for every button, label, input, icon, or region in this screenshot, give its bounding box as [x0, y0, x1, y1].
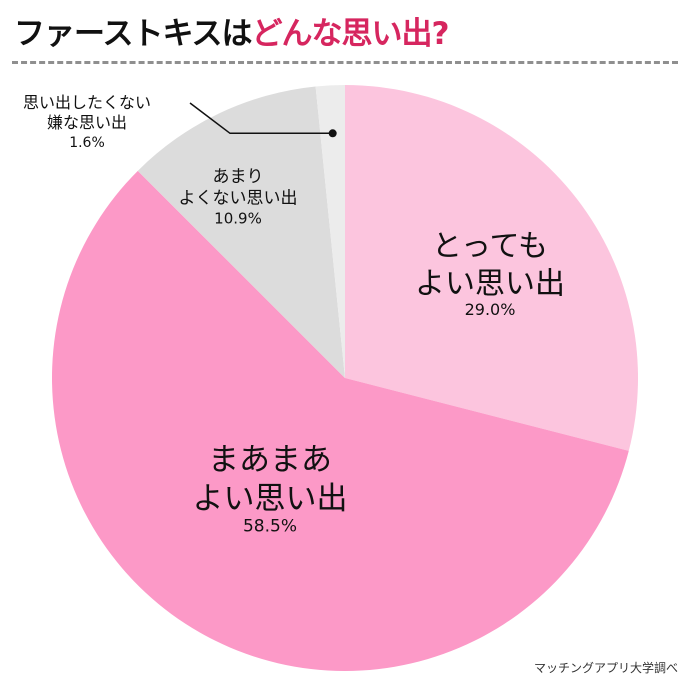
callout-leader	[189, 102, 337, 138]
pie-slice-4	[315, 85, 345, 378]
slice-label-line2-1: よい思い出	[415, 267, 565, 302]
slice-label-line2-3: よくない思い出	[179, 188, 298, 208]
callout-dot	[328, 129, 337, 138]
pie-labels: とってもよい思い出29.0%まあまあよい思い出58.5%あまりよくない思い出10…	[23, 93, 565, 537]
slice-label-line1-4: 思い出したくない	[23, 93, 151, 112]
callout-line	[189, 102, 333, 135]
pie-slice-2	[51, 170, 629, 672]
slice-label-line2-4: 嫌な思い出	[47, 113, 127, 132]
chart-title: ファーストキスはどんな思い出?	[14, 8, 450, 53]
pie-slice-1	[345, 85, 638, 451]
slice-value-label-3: 10.9%	[214, 210, 262, 228]
title-part-2-highlight: どんな思い出?	[251, 16, 450, 52]
slice-label-line1-1: とっても	[432, 229, 548, 264]
pie-slices	[51, 85, 638, 672]
slice-value-label-2: 58.5%	[243, 517, 297, 537]
slice-label-line1-3: あまり	[213, 167, 264, 187]
title-divider	[12, 61, 678, 64]
slice-label-line2-2: よい思い出	[193, 481, 348, 517]
pie-slice-3	[137, 86, 345, 378]
source-note: マッチングアプリ大学調べ	[533, 661, 678, 675]
slice-value-label-4: 1.6%	[69, 135, 105, 151]
slice-value-label-1: 29.0%	[465, 300, 516, 319]
title-part-1: ファーストキスは	[14, 16, 253, 52]
slice-label-line1-2: まあまあ	[208, 442, 332, 478]
